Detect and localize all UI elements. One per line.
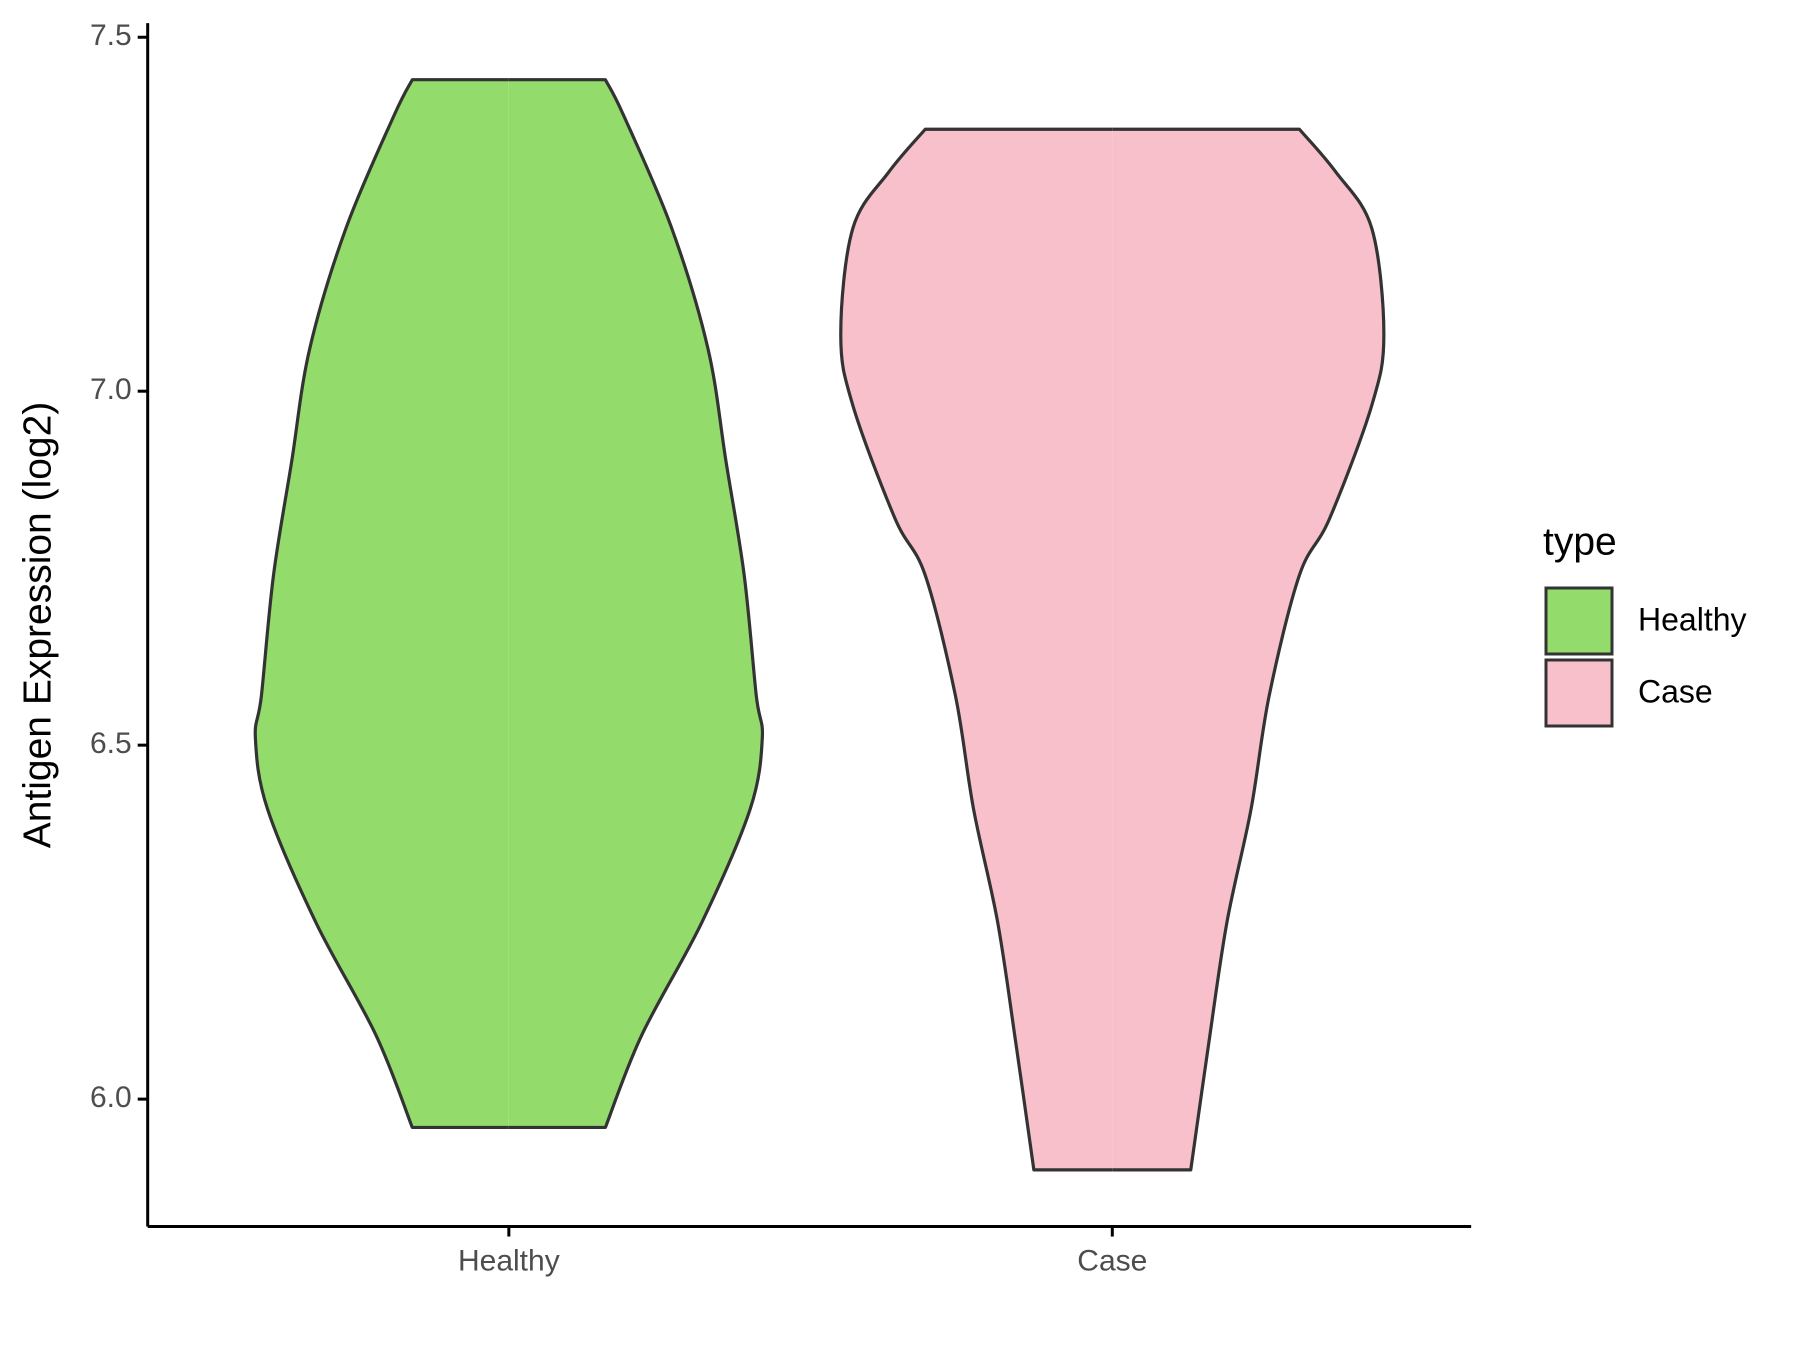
violin-outline	[1112, 127, 1386, 1172]
y-tick-label: 7.5	[90, 19, 132, 52]
y-tick-label: 6.0	[90, 1081, 132, 1114]
legend-key	[1544, 586, 1614, 656]
legend-label: Case	[1638, 673, 1713, 709]
y-axis-title: Antigen Expression (log2)	[16, 402, 59, 849]
violin-outline	[839, 127, 1113, 1172]
legend-label: Healthy	[1638, 601, 1747, 637]
violin-half	[255, 79, 509, 1128]
violin-half	[508, 79, 763, 1128]
y-tick-label: 6.5	[90, 727, 132, 760]
y-tick-label: 7.0	[90, 373, 132, 406]
legend-title: type	[1543, 520, 1617, 563]
x-tick-label: Healthy	[458, 1244, 560, 1277]
violin-outline	[508, 78, 765, 1130]
violin-half	[840, 129, 1113, 1170]
violin-half	[1112, 129, 1384, 1170]
x-tick-label: Case	[1077, 1244, 1147, 1277]
legend-key	[1544, 658, 1614, 728]
violin-outline	[253, 78, 509, 1130]
